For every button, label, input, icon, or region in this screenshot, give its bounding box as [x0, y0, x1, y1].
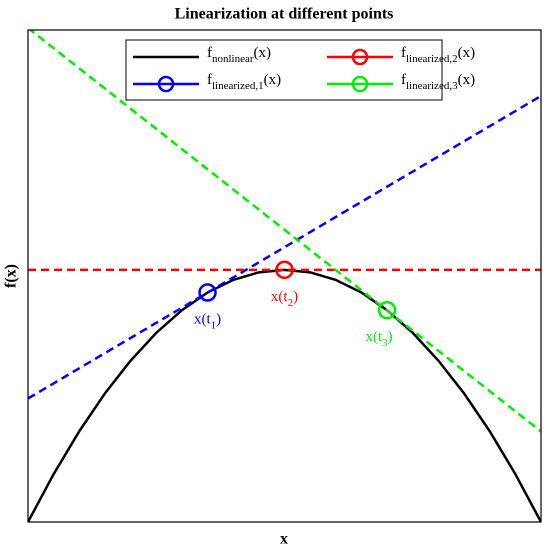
point-marker	[198, 283, 217, 302]
point-annotation-suffix: )	[216, 312, 221, 328]
legend-label: flinearized,3(x)	[401, 72, 475, 91]
legend-marker	[351, 48, 369, 66]
legend-label: flinearized,2(x)	[401, 45, 475, 64]
legend-label-sub: linearized,2	[406, 53, 458, 65]
point-annotation-base: x(t	[366, 330, 383, 346]
legend-label-sub: linearized,1	[212, 80, 264, 92]
point-annotation-base: x(t	[271, 289, 288, 305]
chart-title: Linearization at different points	[175, 6, 394, 23]
legend-label-suffix: (x)	[264, 72, 282, 88]
series-line	[28, 268, 541, 522]
legend-marker	[351, 75, 369, 93]
legend: fnonlinear(x)flinearized,1(x)flinearized…	[125, 39, 475, 101]
legend-label-suffix: (x)	[458, 45, 476, 61]
point-marker	[275, 260, 294, 280]
legend-marker	[157, 75, 175, 93]
point-annotation-sub: 3	[382, 337, 388, 349]
legend-label: fnonlinear(x)	[207, 45, 271, 64]
legend-label-base: f	[401, 45, 406, 61]
point-marker	[377, 300, 397, 320]
point-annotation: x(t3)	[366, 330, 393, 349]
point-annotation-sub: 1	[211, 319, 217, 331]
point-annotation-base: x(t	[194, 312, 211, 328]
legend-label: flinearized,1(x)	[207, 72, 281, 91]
point-annotation: x(t2)	[271, 289, 298, 308]
legend-label-suffix: (x)	[458, 72, 476, 88]
legend-label-sub: linearized,3	[406, 80, 458, 92]
legend-box	[125, 39, 443, 101]
plot-layer	[28, 30, 541, 522]
point-annotation-sub: 2	[288, 296, 294, 308]
plot-area	[28, 30, 541, 522]
point-annotation-suffix: )	[293, 289, 298, 305]
point-annotation: x(t1)	[194, 312, 221, 331]
legend-label-base: f	[401, 72, 406, 88]
legend-label-base: f	[207, 72, 212, 88]
series-line	[28, 30, 541, 433]
legend-label-suffix: (x)	[254, 45, 272, 61]
point-annotation-suffix: )	[388, 330, 393, 346]
x-axis-label: x	[280, 531, 288, 548]
y-axis-label: f(x)	[3, 264, 20, 288]
legend-label-sub: nonlinear	[212, 53, 254, 65]
plot-frame	[27, 29, 542, 523]
series-line	[28, 94, 541, 400]
legend-label-base: f	[207, 45, 212, 61]
